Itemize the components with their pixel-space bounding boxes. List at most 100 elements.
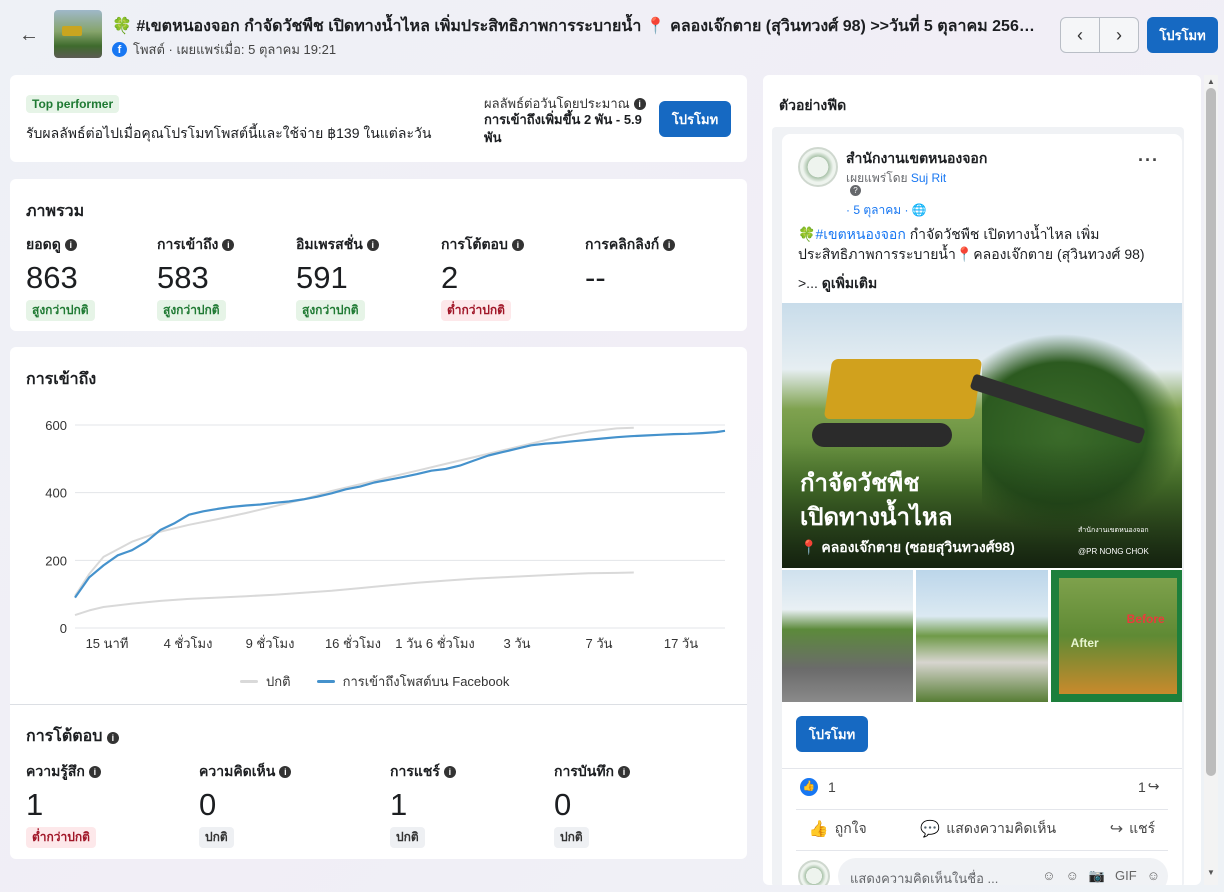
page-avatar[interactable] <box>798 147 838 187</box>
post-meta: โพสต์ · เผยแพร่เมื่อ: 5 ตุลาคม 19:21 <box>133 42 337 57</box>
globe-icon: 🌐 <box>911 203 927 217</box>
comment-tool-icon[interactable]: ☺ <box>1042 868 1056 883</box>
info-icon[interactable]: i <box>222 239 235 251</box>
metric-label: ยอดดู i <box>26 234 95 256</box>
info-icon[interactable]: i <box>633 97 646 110</box>
info-icon[interactable]: i <box>663 239 676 251</box>
thumbnail-image-3[interactable]: Before After <box>1050 570 1182 702</box>
status-badge: ปกติ <box>390 827 425 848</box>
previous-post-button[interactable]: ‹ <box>1061 18 1099 52</box>
engagement-title: การโต้ตอบ i <box>26 724 119 749</box>
share-arrow-icon: ↪ <box>1109 821 1124 838</box>
y-tick-label: 400 <box>45 486 67 501</box>
reaction-summary[interactable]: 👍 1 <box>800 778 836 796</box>
series-line-facebook-reach[interactable] <box>74 429 726 599</box>
series-line-normal[interactable] <box>74 426 634 597</box>
y-tick-label: 0 <box>60 621 67 636</box>
comment-button[interactable]: 💬 แสดงความคิดเห็น <box>920 820 1057 838</box>
excavator-graphic <box>823 359 983 419</box>
series-line-normal[interactable] <box>74 571 634 617</box>
reach-card: การเข้าถึง 0 200 400 600 15 นาที 4 ชั่วโมง 9 ช… <box>10 347 747 859</box>
post-date: · 5 ตุลาคม · 🌐 <box>846 203 927 217</box>
info-icon[interactable]: i <box>618 766 631 778</box>
metric-label: การคลิกลิงก์ i <box>585 234 676 256</box>
engagement-metric: ความรู้สึก i 1 ต่ำกว่าปกติ <box>26 761 101 848</box>
info-icon[interactable]: i <box>88 766 101 778</box>
post-thumbnails: Before After <box>782 570 1182 702</box>
status-badge: ต่ำกว่าปกติ <box>26 827 96 848</box>
top-performer-badge: Top performer <box>26 95 120 113</box>
metric-value: 2 <box>441 260 459 295</box>
comment-input[interactable]: แสดงความคิดเห็นในชื่อ ... ☺ ☺ 📷 GIF ☺ <box>838 858 1168 885</box>
y-tick-label: 600 <box>45 418 67 433</box>
scroll-down-icon[interactable]: ▼ <box>1207 868 1215 877</box>
engagement-metric: การแชร์ i 1 ปกติ <box>390 761 456 848</box>
question-icon[interactable]: ? <box>850 185 861 196</box>
legend-normal[interactable]: ปกติ <box>240 671 291 692</box>
post-subline: f โพสต์ · เผยแพร่เมื่อ: 5 ตุลาคม 19:21 <box>112 39 336 60</box>
next-post-button[interactable]: › <box>1099 18 1138 52</box>
like-button[interactable]: 👍 ถูกใจ <box>808 820 867 838</box>
overview-metric: ยอดดู i 863 สูงกว่าปกติ <box>26 234 95 321</box>
overview-metric: การโต้ตอบ i 2 ต่ำกว่าปกติ <box>441 234 524 321</box>
x-tick-label: 17 วัน <box>664 636 698 651</box>
info-icon[interactable]: i <box>106 732 119 744</box>
legend-swatch-facebook <box>316 680 335 683</box>
image-org-logo-text: สำนักงานเขตหนองจอก <box>1078 527 1149 534</box>
top-promote-button[interactable]: โปรโมท <box>659 101 731 137</box>
info-icon[interactable]: i <box>443 766 456 778</box>
metric-value: 1 <box>390 787 408 822</box>
legend-facebook[interactable]: การเข้าถึงโพสต์บน Facebook <box>316 671 509 692</box>
top-performer-card: Top performer รับผลลัพธ์ต่อไปเมื่อคุณโปร… <box>10 75 747 162</box>
comment-tool-icon[interactable]: GIF <box>1115 868 1137 883</box>
comment-icon: 💬 <box>920 821 941 838</box>
info-icon[interactable]: i <box>279 766 292 778</box>
page-name[interactable]: สำนักงานเขตหนองจอก <box>846 150 988 166</box>
feed-preview-card: ตัวอย่างฟีด สำนักงานเขตหนองจอก เผยแพร่โด… <box>763 75 1201 885</box>
back-arrow-icon[interactable]: ← <box>19 24 39 46</box>
title-part2: คลองเจ๊กตาย (สุวินทวงศ์ 98) >>วันที่ 5 ต… <box>670 18 1042 35</box>
x-tick-label: 9 ชั่วโมง <box>246 635 295 651</box>
clover-icon: 🍀 <box>112 18 132 35</box>
see-more-link[interactable]: ดูเพิ่มเติม <box>821 275 878 291</box>
x-tick-label: 1 วัน 6 ชั่วโมง <box>395 635 475 651</box>
comment-tool-icon[interactable]: ☺ <box>1146 868 1160 883</box>
post-promote-button[interactable]: โปรโมท <box>796 716 868 752</box>
estimate-value: การเข้าถึงเพิ่มขึ้น 2 พัน - 5.9 พัน <box>484 112 642 145</box>
share-button[interactable]: ↪ แชร์ <box>1109 820 1156 838</box>
post-navigation: ‹ › <box>1060 17 1139 53</box>
metric-value: 591 <box>296 260 348 295</box>
info-icon[interactable]: i <box>511 239 524 251</box>
scrollbar-thumb[interactable] <box>1206 88 1216 776</box>
overview-metric: อิมเพรสชั่น i 591 สูงกว่าปกติ <box>296 234 379 321</box>
post-main-image[interactable]: กำจัดวัชพืช เปิดทางน้ำไหล 📍 คลองเจ๊กตาย … <box>782 303 1182 568</box>
comment-tool-icon[interactable]: 📷 <box>1088 868 1106 883</box>
more-options-icon[interactable]: ··· <box>1138 150 1159 170</box>
image-location: 📍 คลองเจ๊กตาย (ซอยสุวินทวงศ์98) <box>800 539 1015 555</box>
thumbnail-image-2[interactable] <box>916 570 1048 702</box>
pin-icon: 📍 <box>955 246 974 262</box>
status-badge: ปกติ <box>554 827 589 848</box>
comment-tool-icon[interactable]: ☺ <box>1065 868 1079 883</box>
metric-value: 583 <box>157 260 209 295</box>
overview-title: ภาพรวม <box>26 203 85 220</box>
chevron-left-icon: ‹ <box>1077 24 1083 45</box>
info-icon[interactable]: i <box>366 239 379 251</box>
publisher-link[interactable]: Suj Rit <box>910 171 947 185</box>
info-icon[interactable]: i <box>64 239 77 251</box>
metric-label: ความรู้สึก i <box>26 761 101 783</box>
scroll-up-icon[interactable]: ▲ <box>1207 77 1215 86</box>
thumbnail-image-1[interactable] <box>782 570 914 702</box>
share-count[interactable]: 1 ↪ <box>1138 778 1160 795</box>
top-performer-text: รับผลลัพธ์ต่อไปเมื่อคุณโปรโมทโพสต์นี้และ… <box>26 125 432 141</box>
image-social-handle: @PR NONG CHOK <box>1078 547 1149 556</box>
header-promote-button[interactable]: โปรโมท <box>1147 17 1218 53</box>
estimate-label: ผลลัพธ์ต่อวันโดยประมาณ i <box>484 93 646 114</box>
post-thumbnail <box>54 10 102 58</box>
post-title: 🍀 #เขตหนองจอก กำจัดวัชพืช เปิดทางน้ำไหล … <box>112 14 1042 39</box>
section-divider <box>10 704 747 705</box>
status-badge: สูงกว่าปกติ <box>157 300 226 321</box>
pin-icon: 📍 <box>645 18 666 35</box>
facebook-icon: f <box>112 42 127 57</box>
hashtag-link[interactable]: #เขตหนองจอก <box>815 226 906 242</box>
